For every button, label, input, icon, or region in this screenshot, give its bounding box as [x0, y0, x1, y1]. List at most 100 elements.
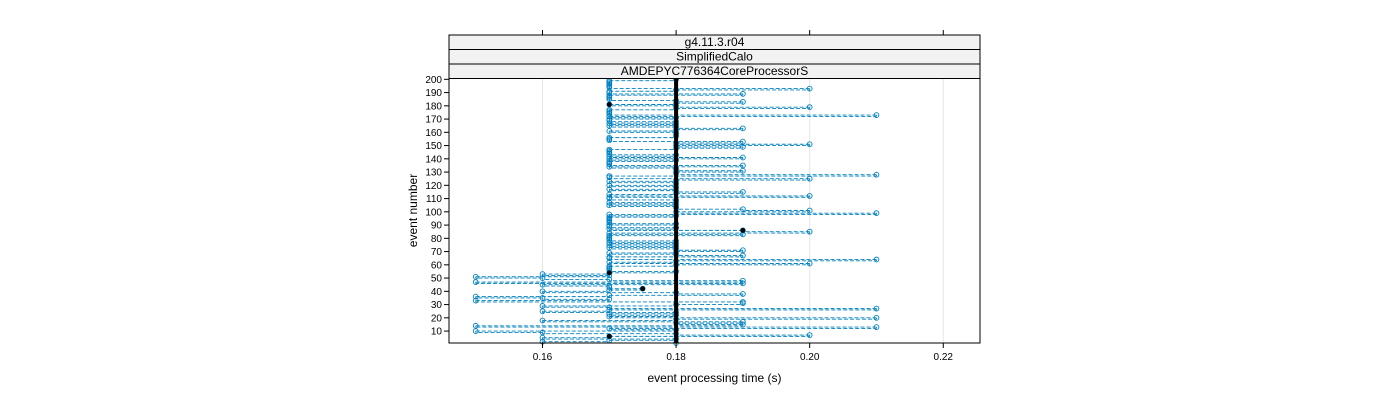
y-tick-label: 30 [431, 300, 443, 311]
event-point [606, 134, 613, 141]
event-point [873, 210, 880, 217]
event-point [606, 307, 613, 313]
y-tick-label: 200 [425, 75, 442, 86]
strip-label: SimplifiedCalo [676, 50, 753, 64]
event-point [606, 113, 613, 120]
event-point [472, 328, 479, 334]
highlighted-event-point [640, 286, 646, 292]
x-axis-title: event processing time (s) [647, 371, 781, 385]
y-tick-label: 40 [431, 287, 443, 298]
event-point [606, 239, 613, 246]
event-point [806, 260, 813, 267]
y-tick-label: 150 [425, 141, 442, 152]
y-tick-label: 70 [431, 247, 443, 258]
event-point [606, 259, 613, 266]
event-point [606, 186, 613, 193]
event-point [740, 291, 746, 297]
y-tick-label: 50 [431, 274, 443, 285]
y-tick-label: 190 [425, 88, 442, 99]
event-point [606, 191, 613, 198]
event-point [740, 280, 746, 287]
event-point [472, 293, 479, 300]
event-point [606, 222, 613, 228]
event-point [740, 321, 746, 328]
y-tick-label: 60 [431, 260, 443, 271]
event-point [606, 122, 613, 129]
event-point [740, 299, 746, 305]
event-point [606, 250, 613, 256]
event-point [606, 120, 613, 126]
event-point [740, 144, 746, 150]
y-tick-label: 120 [425, 181, 442, 192]
x-axis: 0.16 0.18 0.20 0.22 [533, 30, 954, 363]
event-point [606, 194, 613, 201]
event-point [606, 106, 613, 113]
y-tick-label: 130 [425, 168, 442, 179]
event-point [740, 162, 746, 169]
event-point [806, 207, 813, 214]
strip-label: g4.11.3.r04 [685, 35, 745, 49]
event-point [539, 317, 546, 324]
event-point [606, 178, 613, 185]
event-point [606, 230, 613, 236]
event-point [606, 242, 613, 248]
event-point [606, 211, 613, 218]
event-point [873, 314, 880, 321]
highlighted-event-point [606, 270, 612, 276]
event-point [606, 292, 613, 299]
event-point [606, 88, 613, 95]
y-tick-label: 90 [431, 221, 443, 232]
event-point [806, 228, 813, 235]
event-point [740, 98, 746, 105]
event-point [606, 214, 613, 220]
y-tick-label: 10 [431, 327, 443, 338]
event-point [740, 91, 746, 97]
event-point [740, 154, 746, 161]
event-point [873, 305, 880, 312]
event-point [606, 304, 613, 311]
event-point [606, 311, 613, 317]
highlighted-event-point [606, 333, 612, 339]
event-point [539, 288, 546, 295]
event-points [472, 76, 880, 346]
highlighted-event-point [606, 102, 612, 107]
event-point [606, 182, 613, 189]
panel-frame [448, 77, 981, 344]
x-tick-label: 0.22 [934, 352, 954, 363]
event-point [606, 116, 613, 122]
y-tick-label: 160 [425, 128, 442, 139]
event-point [472, 273, 479, 280]
event-point [606, 226, 613, 232]
x-tick-label: 0.16 [533, 352, 553, 363]
y-tick-label: 180 [425, 101, 442, 112]
event-point [606, 146, 613, 153]
event-point [606, 232, 613, 239]
event-point [806, 175, 813, 182]
event-point [606, 263, 613, 270]
event-point [740, 206, 746, 213]
event-point [472, 297, 479, 304]
event-point [873, 112, 880, 118]
event-point [740, 189, 746, 195]
y-tick-label: 110 [426, 194, 442, 205]
highlighted-event-point [740, 227, 746, 233]
strip-label: AMDEPYC776364CoreProcessorS [621, 64, 808, 78]
event-point [740, 247, 746, 254]
event-point [606, 244, 613, 251]
event-point [606, 173, 613, 179]
event-point [606, 325, 613, 332]
event-point [873, 324, 880, 330]
event-point [740, 167, 746, 174]
strip-box [448, 63, 981, 79]
event-point [740, 318, 746, 325]
event-point [539, 281, 546, 288]
event-point [740, 138, 746, 145]
event-point [606, 92, 613, 99]
event-point [606, 128, 613, 134]
y-axis-title: event number [406, 174, 420, 247]
y-tick-label: 140 [425, 154, 442, 165]
event-point [806, 332, 813, 338]
event-point [606, 158, 613, 165]
event-point [539, 271, 546, 277]
